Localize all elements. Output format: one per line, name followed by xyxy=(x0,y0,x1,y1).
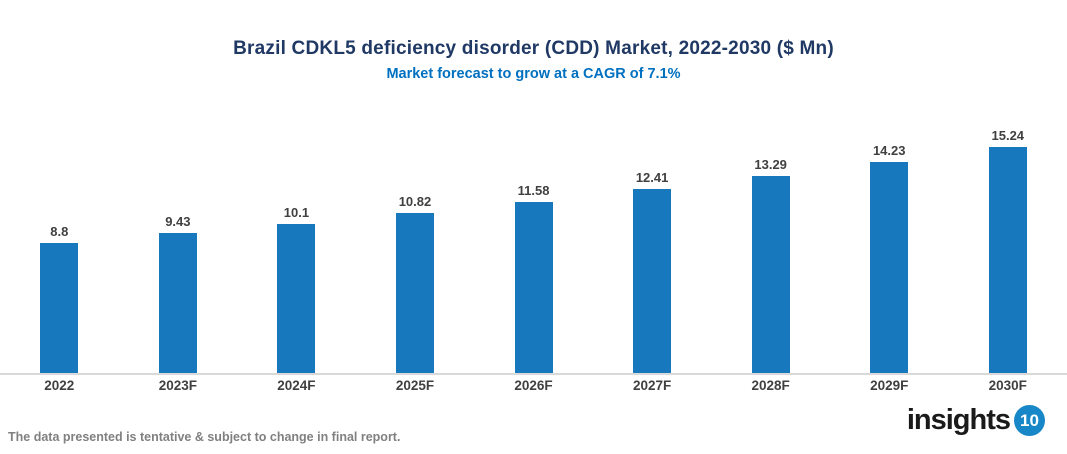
bar xyxy=(751,176,790,373)
x-axis: 2022 2023F 2024F 2025F 2026F 2027F 2028F 2029F 2… xyxy=(0,378,1067,393)
bar-value-label: 13.29 xyxy=(754,157,787,172)
bar xyxy=(395,213,434,373)
bar-column: 8.8 xyxy=(0,100,119,373)
bar-chart-plot-area: 8.8 9.43 10.1 10.82 11.58 12.41 13.29 14.23 15.2… xyxy=(0,100,1067,375)
logo-badge-circle: 10 xyxy=(1014,405,1045,436)
x-tick-label: 2022 xyxy=(44,378,75,393)
chart-header: Brazil CDKL5 deficiency disorder (CDD) M… xyxy=(0,38,1067,82)
bar-column: 13.29 xyxy=(711,100,830,373)
bar xyxy=(277,224,316,373)
x-tick-label: 2030F xyxy=(988,378,1027,393)
x-tick-label: 2027F xyxy=(632,378,672,393)
bar xyxy=(514,202,553,373)
bar-value-label: 12.41 xyxy=(635,170,669,185)
bar-value-label: 9.43 xyxy=(165,214,191,229)
bar-value-label: 11.58 xyxy=(517,183,550,198)
bar-column: 10.1 xyxy=(237,100,356,373)
chart-subtitle: Market forecast to grow at a CAGR of 7.1… xyxy=(386,66,681,82)
bar xyxy=(633,189,672,373)
bar xyxy=(988,147,1027,373)
insights10-logo: insights 10 xyxy=(907,404,1045,437)
bar-column: 9.43 xyxy=(119,100,238,373)
x-tick-label: 2025F xyxy=(395,378,435,393)
footer-note: The data presented is tentative & subjec… xyxy=(8,430,401,444)
bar-value-label: 10.1 xyxy=(283,205,310,220)
chart-title: Brazil CDKL5 deficiency disorder (CDD) M… xyxy=(233,38,834,59)
bar xyxy=(870,162,909,373)
bar-value-label: 8.8 xyxy=(50,224,69,239)
logo-text: insights xyxy=(906,404,1011,436)
x-tick-label: 2026F xyxy=(514,378,553,393)
x-tick-label: 2029F xyxy=(870,378,909,393)
bar-value-label: 14.23 xyxy=(872,143,906,158)
x-tick-label: 2028F xyxy=(751,378,790,393)
bar-value-label: 15.24 xyxy=(991,128,1025,143)
bar xyxy=(40,243,79,373)
bar-column: 14.23 xyxy=(830,100,949,373)
bar xyxy=(158,233,197,373)
x-tick-label: 2023F xyxy=(158,378,197,393)
bar-column: 15.24 xyxy=(949,100,1067,373)
bar-value-label: 10.82 xyxy=(398,194,432,209)
bar-column: 10.82 xyxy=(356,100,475,373)
bar-column: 11.58 xyxy=(474,100,593,373)
x-tick-label: 2024F xyxy=(277,378,316,393)
bar-column: 12.41 xyxy=(593,100,712,373)
